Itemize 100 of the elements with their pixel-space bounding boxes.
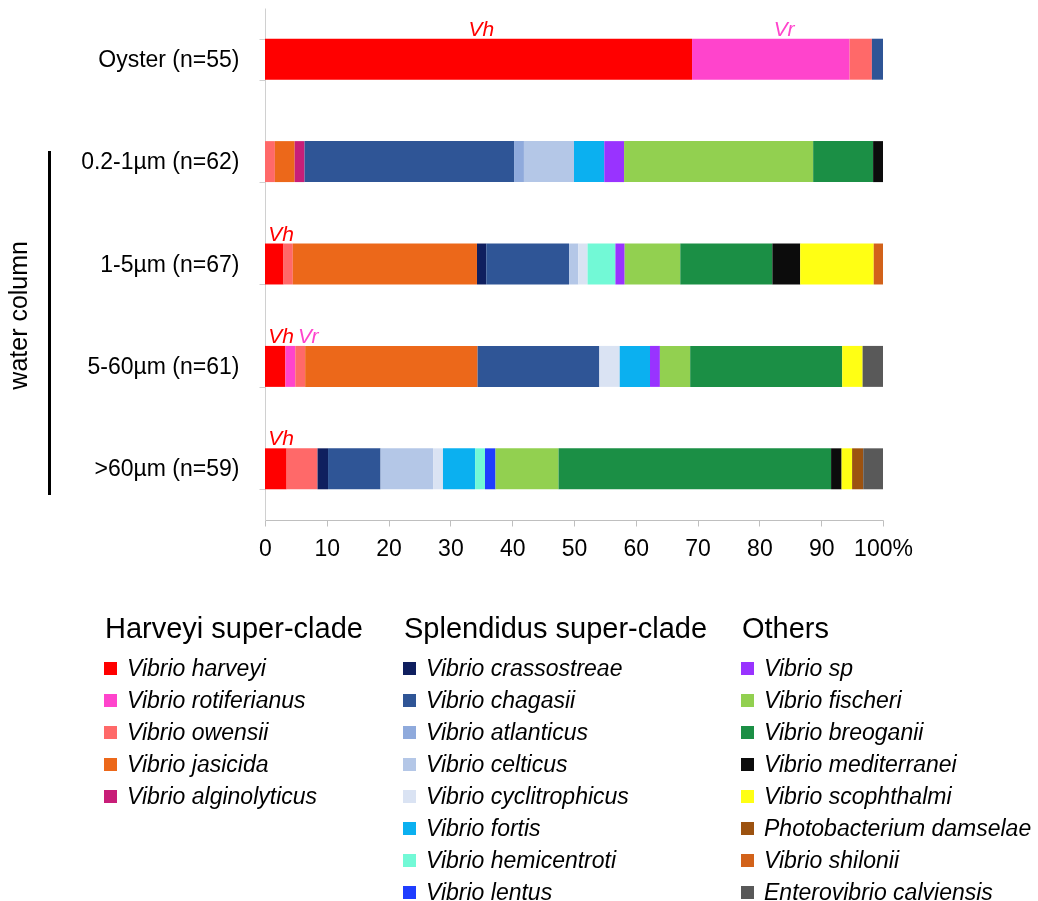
legend-label: Vibrio lentus — [426, 878, 553, 901]
legend-label: Vibrio jasicida — [127, 750, 269, 777]
bar — [380, 448, 434, 490]
x-tick-label: 50 — [561, 534, 588, 561]
legend-label: Vibrio fortis — [426, 814, 542, 841]
legend-label: Photobacterium damselae — [764, 814, 1032, 841]
bar — [615, 243, 625, 285]
x-tick-label: 10 — [314, 534, 341, 561]
bar — [274, 141, 295, 183]
bar — [690, 345, 843, 387]
bar — [772, 243, 801, 285]
x-tick-label: 30 — [438, 534, 464, 561]
bar — [476, 243, 487, 285]
bar — [495, 448, 559, 490]
bar — [624, 141, 814, 183]
bar — [295, 345, 306, 387]
y-tick-label: 1-5µm (n=67) — [100, 250, 240, 277]
bar — [871, 38, 883, 80]
y-tick-label: 0.2-1µm (n=62) — [81, 148, 240, 175]
annotation: Vh — [268, 323, 294, 347]
bar — [831, 448, 842, 490]
x-tick-label: 70 — [685, 534, 711, 561]
legend-label: Vibrio chagasii — [426, 686, 577, 713]
text: Harveyi super-clade — [105, 612, 363, 644]
legend-label: Vibrio fischeri — [764, 686, 903, 713]
bar — [317, 448, 329, 490]
bar — [485, 448, 496, 490]
legend-label: Vibrio scophthalmi — [764, 782, 953, 809]
bar — [283, 243, 293, 285]
x-tick-label: 0 — [259, 534, 272, 561]
bar — [475, 448, 486, 490]
legend-label: Enterovibrio calviensis — [764, 878, 994, 901]
annotation: Vr — [297, 323, 320, 347]
x-tick-label: 80 — [747, 534, 773, 561]
bar — [486, 243, 570, 285]
legend-label: Vibrio atlanticus — [426, 718, 589, 745]
bar — [599, 345, 620, 387]
bar — [852, 448, 864, 490]
legend-label: Vibrio breoganii — [764, 718, 925, 745]
legend-label: Vibrio rotiferianus — [127, 686, 307, 713]
bar — [692, 38, 850, 80]
bar — [328, 448, 381, 490]
bar — [650, 345, 660, 387]
legend-label: Vibrio crassostreae — [426, 654, 623, 681]
legend-label: Vibrio sp — [764, 654, 854, 681]
bar — [587, 243, 616, 285]
bar — [442, 448, 476, 490]
annotation: Vh — [268, 221, 294, 245]
text: water column — [4, 241, 32, 390]
legend-label: Vibrio alginolyticus — [127, 782, 318, 809]
bar — [578, 243, 588, 285]
bar — [841, 448, 853, 490]
bar — [433, 448, 443, 490]
bar — [304, 141, 515, 183]
bar — [558, 448, 832, 490]
bar — [624, 243, 681, 285]
y-tick-label: >60µm (n=59) — [94, 455, 240, 482]
legend-label: Vibrio celticus — [426, 750, 568, 777]
x-tick-label: 40 — [499, 534, 526, 561]
y-tick-label: 5-60µm (n=61) — [87, 352, 240, 379]
annotation: Vh — [468, 16, 495, 40]
bar — [265, 243, 284, 285]
bar — [873, 141, 883, 183]
bar — [265, 345, 286, 387]
bar — [477, 345, 600, 387]
bar — [813, 141, 874, 183]
x-tick-label: 90 — [808, 534, 835, 561]
bar — [286, 448, 318, 490]
bar — [265, 448, 287, 490]
bar — [265, 38, 693, 80]
bar — [514, 141, 524, 183]
bar — [800, 243, 874, 285]
bar — [862, 345, 883, 387]
y-tick-label: Oyster (n=55) — [98, 45, 240, 72]
bar — [873, 243, 883, 285]
legend-label: Vibrio mediterranei — [764, 750, 958, 777]
bar — [604, 141, 625, 183]
legend-label: Vibrio harveyi — [127, 654, 267, 681]
bar — [292, 243, 477, 285]
text: Others — [742, 612, 830, 644]
bar — [285, 345, 296, 387]
bar — [863, 448, 883, 490]
bar — [849, 38, 872, 80]
legend-label: Vibrio shilonii — [764, 846, 900, 873]
bar — [574, 141, 605, 183]
annotation: Vr — [773, 16, 796, 40]
x-tick-label: 60 — [623, 534, 650, 561]
bar — [659, 345, 691, 387]
legend-label: Vibrio hemicentroti — [426, 846, 617, 873]
annotation: Vh — [268, 426, 294, 450]
bar — [294, 141, 305, 183]
legend-label: Vibrio owensii — [127, 718, 270, 745]
bar — [842, 345, 863, 387]
text: Splendidus super-clade — [404, 612, 708, 644]
bar — [619, 345, 651, 387]
legend-label: Vibrio cyclitrophicus — [426, 782, 630, 809]
bar — [523, 141, 574, 183]
x-tick-label: 20 — [376, 534, 402, 561]
bar — [265, 141, 275, 183]
x-tick-label: 100% — [854, 534, 913, 561]
